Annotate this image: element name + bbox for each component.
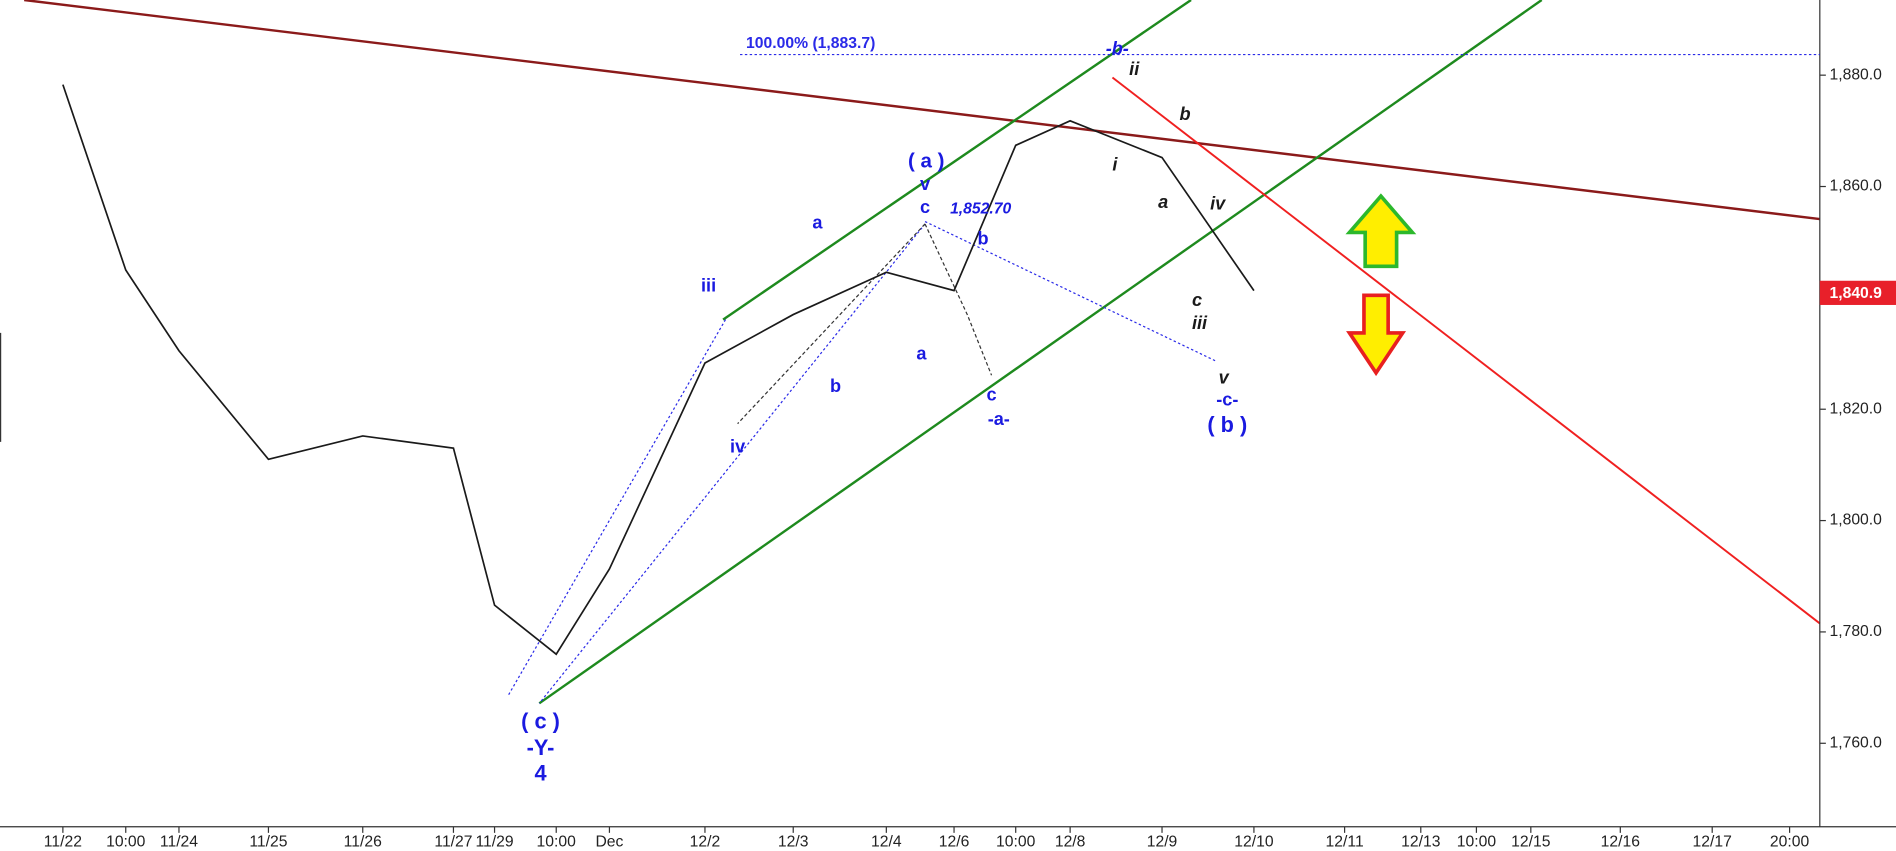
wave-guide: [538, 223, 926, 704]
wave-guide: [737, 223, 926, 425]
wave-guide: [924, 223, 993, 376]
x-tick-label: 12/13: [1401, 834, 1441, 851]
wave-label: c: [920, 197, 930, 217]
wave-label: i: [1112, 155, 1118, 175]
wave-label: 4: [534, 760, 546, 785]
wave-label: ii: [1129, 59, 1140, 79]
x-tick-label: 20:00: [1770, 834, 1810, 851]
x-tick-label: 12/17: [1693, 834, 1732, 851]
y-tick-label: 1,860.0: [1829, 178, 1882, 195]
up-arrow: [1345, 193, 1417, 269]
x-tick-label: 11/22: [44, 834, 82, 851]
wave-label: ( c ): [521, 708, 560, 733]
wave-label: iv: [730, 437, 745, 457]
resistance-line: [24, 0, 1820, 221]
channel-upper: [722, 0, 1192, 321]
x-tick-label: 12/9: [1147, 834, 1178, 851]
y-tick-label: 1,760.0: [1829, 734, 1882, 751]
x-tick-label: 11/27: [434, 834, 472, 851]
wave-label: b: [1179, 104, 1190, 124]
x-tick-label: 11/29: [475, 834, 513, 851]
x-tick-label: 10:00: [106, 834, 146, 851]
x-tick-label: 12/2: [690, 834, 721, 851]
wave-label: v: [1219, 368, 1230, 388]
wave-label: -b-: [1106, 38, 1129, 58]
x-tick-label: 12/6: [939, 834, 970, 851]
wave-label: a: [916, 343, 927, 363]
x-tick-label: Dec: [595, 834, 623, 851]
wave-label: v: [920, 174, 930, 194]
wave-label: 1,852.70: [950, 201, 1011, 218]
wave-label: ( a ): [908, 150, 945, 173]
y-tick-label: 1,880.0: [1829, 66, 1882, 83]
y-tick-label: 1,780.0: [1829, 623, 1882, 640]
last-price-tag: [1819, 280, 1896, 305]
x-tick-label: 12/4: [871, 834, 902, 851]
wave-label: iv: [1210, 193, 1226, 213]
down-arrow: [1346, 293, 1407, 377]
channel-lower: [538, 0, 1543, 705]
x-tick-label: 12/3: [778, 834, 809, 851]
wave-label: iii: [1192, 313, 1208, 333]
wave-guide: [924, 220, 1216, 362]
x-tick-label: 11/26: [344, 834, 382, 851]
x-tick-label: 12/16: [1601, 834, 1641, 851]
fib-label: 100.00% (1,883.7): [746, 35, 875, 52]
wave-label: -c-: [1216, 389, 1238, 409]
downtrend-line: [1111, 76, 1821, 625]
wave-label: ( b ): [1207, 412, 1247, 437]
x-tick-label: 11/24: [160, 834, 198, 851]
wave-label: iii: [701, 276, 716, 296]
price-line: [62, 84, 1255, 656]
x-tick-label: 10:00: [1457, 834, 1497, 851]
x-tick-label: 12/8: [1055, 834, 1086, 851]
wave-label: -Y-: [527, 735, 555, 760]
wave-label: a: [812, 213, 823, 233]
x-tick-label: 10:00: [996, 834, 1036, 851]
wave-guide: [507, 319, 727, 697]
y-tick-label: 1,800.0: [1829, 512, 1882, 529]
wave-label: c: [986, 385, 996, 405]
wave-label: -a-: [988, 409, 1010, 429]
wave-label: b: [978, 228, 989, 248]
y-tick-label: 1,820.0: [1829, 400, 1882, 417]
x-tick-label: 11/25: [249, 834, 287, 851]
wave-label: b: [830, 376, 841, 396]
last-price-label: 1,840.9: [1829, 285, 1882, 302]
wave-label: c: [1192, 290, 1202, 310]
wave-label: a: [1158, 192, 1168, 212]
x-tick-label: 12/11: [1326, 834, 1364, 851]
x-tick-label: 12/15: [1511, 834, 1551, 851]
x-tick-label: 12/10: [1234, 834, 1274, 851]
x-tick-label: 10:00: [537, 834, 577, 851]
